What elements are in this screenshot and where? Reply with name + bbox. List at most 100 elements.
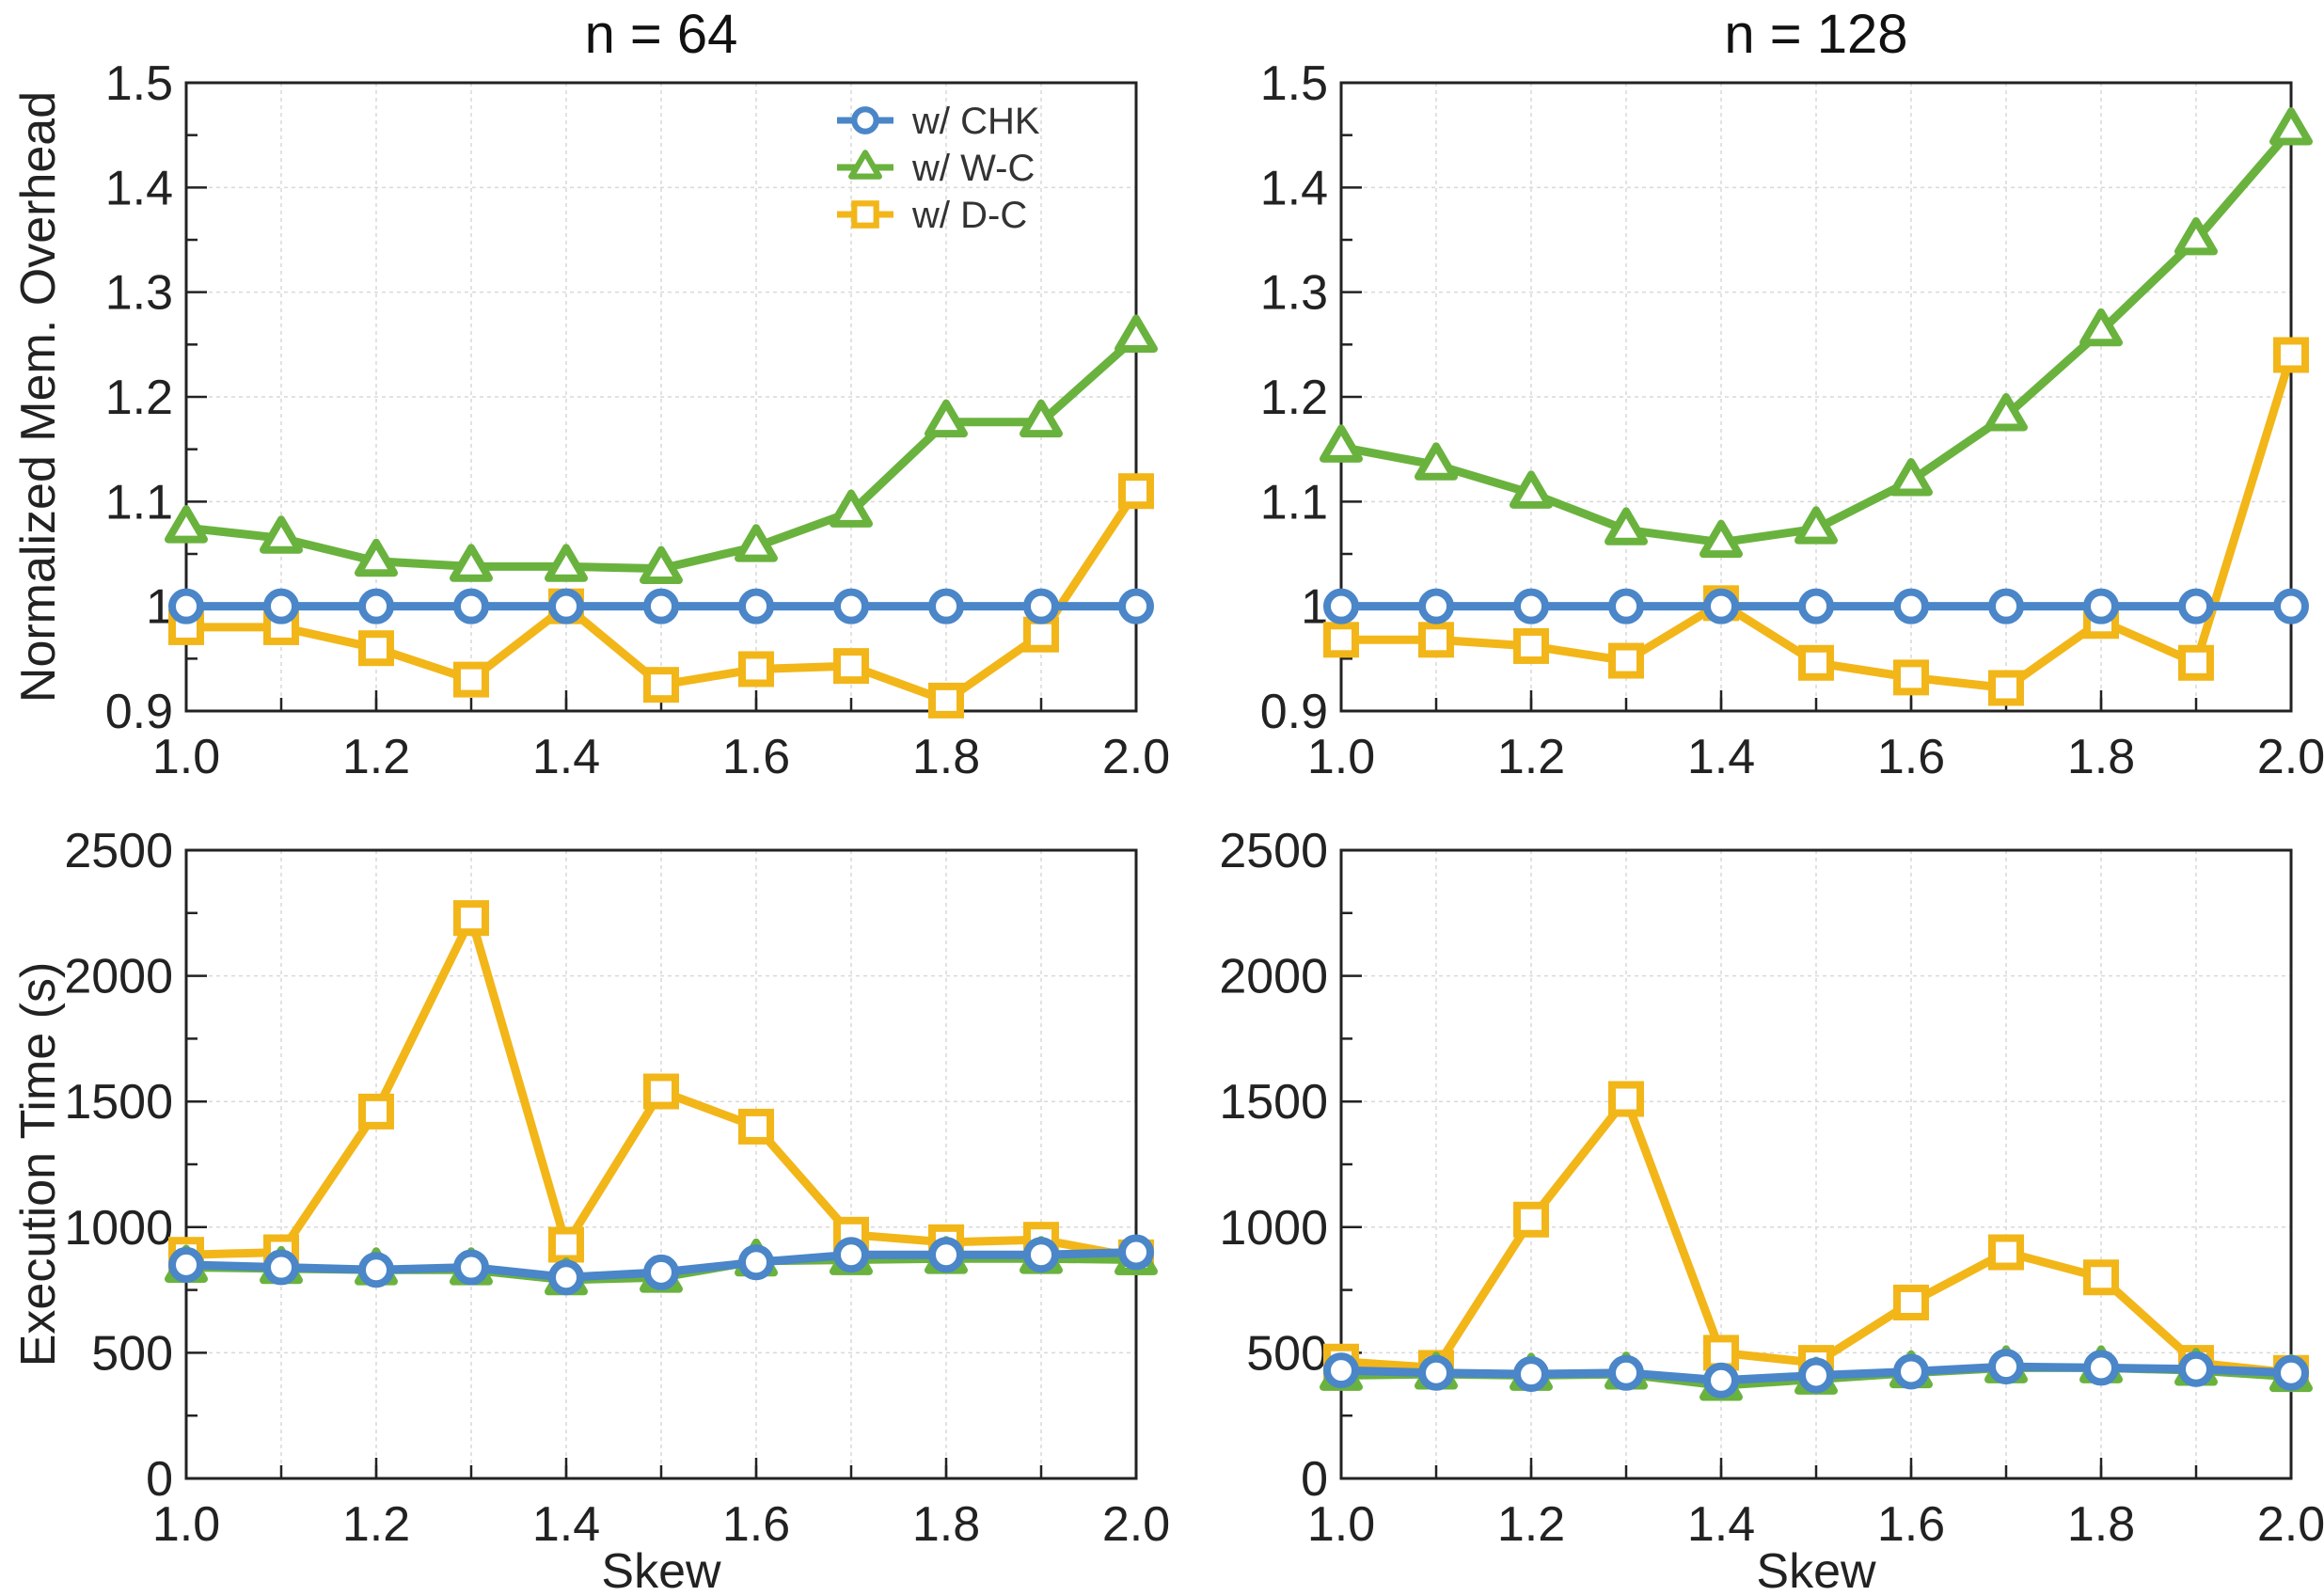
x-tick-label: 1.0: [1307, 730, 1375, 784]
point-marker: [453, 661, 489, 698]
y-tick-label: 1.4: [1260, 161, 1328, 215]
point-marker: [1023, 616, 1059, 653]
point-marker: [1798, 644, 1834, 681]
point-marker: [928, 682, 964, 719]
point-marker: [1513, 627, 1549, 664]
point-marker: [1118, 473, 1154, 510]
point-marker: [738, 651, 774, 687]
series-w-w-c: [1320, 107, 2313, 559]
point-marker: [1889, 458, 1933, 497]
point-marker: [263, 1249, 299, 1286]
series-w-chk: [168, 1234, 1154, 1296]
point-marker: [2178, 588, 2214, 624]
y-tick-label: 500: [91, 1326, 173, 1381]
point-marker: [2273, 588, 2309, 624]
point-marker: [548, 588, 584, 624]
y-axis-title: Normalized Mem. Overhead: [11, 91, 66, 703]
x-tick-label: 1.2: [1497, 730, 1565, 784]
point-marker: [1513, 1201, 1549, 1238]
x-tick-label: 1.0: [152, 730, 220, 784]
point-marker: [735, 524, 778, 562]
x-tick-label: 1.2: [342, 1497, 410, 1552]
point-marker: [2269, 107, 2313, 146]
point-marker: [263, 588, 299, 624]
x-tick-label: 2.0: [1102, 730, 1170, 784]
chart-mem-n64: 1.0 1.2 1.4 1.6 1.8 2.00.911.11.21.31.41.5n =…: [11, 4, 1170, 784]
y-tick-label: 0: [1301, 1452, 1328, 1507]
x-tick-label: 1.4: [532, 1497, 600, 1552]
x-axis-title: Skew: [601, 1544, 721, 1596]
point-marker: [1703, 588, 1739, 624]
point-marker: [738, 1108, 774, 1145]
point-marker: [168, 1246, 204, 1283]
x-tick-label: 2.0: [2257, 1497, 2324, 1552]
x-tick-label: 1.2: [342, 730, 410, 784]
point-marker: [2079, 308, 2123, 347]
point-marker: [643, 588, 679, 624]
chart-time-n64: 1.0 1.2 1.4 1.6 1.8 2.0 0 500 1000 1500 2000 2500 Sk…: [11, 824, 1170, 1596]
legend: w/ CHK w/ W-C w/ D-C: [837, 101, 1040, 236]
point-marker: [1608, 642, 1644, 679]
series-w-chk: [1323, 588, 2309, 624]
series-w-d-c: [1323, 337, 2309, 706]
x-axis-title: Skew: [1756, 1544, 1876, 1596]
point-marker: [1418, 1354, 1454, 1391]
plot-frame: [184, 848, 1138, 1480]
point-marker: [2273, 1354, 2309, 1391]
y-tick-label: 2000: [64, 950, 173, 1004]
point-marker: [1323, 1352, 1359, 1389]
y-tick-label: 500: [1246, 1326, 1328, 1381]
series-w-d-c: [168, 473, 1154, 719]
point-marker: [1703, 1362, 1739, 1398]
point-marker: [2178, 1351, 2214, 1387]
point-marker: [1988, 588, 2024, 624]
point-marker: [168, 588, 204, 624]
x-tick-label: 2.0: [2257, 730, 2324, 784]
chart-title: n = 64: [585, 4, 738, 65]
y-tick-label: 2000: [1219, 950, 1328, 1004]
point-marker: [1023, 588, 1059, 624]
point-marker: [2174, 217, 2218, 256]
y-tick-label: 0: [146, 1452, 173, 1507]
point-marker: [260, 515, 303, 554]
x-tick-label: 1.8: [912, 730, 980, 784]
x-tick-label: 1.4: [532, 730, 600, 784]
legend-label: w/ CHK: [911, 101, 1040, 142]
point-marker: [851, 106, 879, 134]
point-marker: [1984, 393, 2028, 432]
x-tick-label: 1.6: [722, 1497, 790, 1552]
point-marker: [1893, 1353, 1929, 1390]
point-marker: [833, 1237, 869, 1273]
point-marker: [453, 900, 489, 937]
point-marker: [1513, 1356, 1549, 1393]
point-marker: [1115, 314, 1158, 353]
series-w-w-c: [165, 314, 1158, 584]
point-marker: [1118, 1234, 1154, 1271]
point-marker: [358, 588, 394, 624]
point-marker: [1320, 424, 1363, 463]
point-marker: [545, 544, 588, 582]
y-tick-label: 0.9: [1260, 685, 1328, 739]
chart-title: n = 128: [1724, 4, 1907, 65]
y-tick-label: 1.2: [1260, 371, 1328, 425]
series-w-chk: [1323, 1349, 2309, 1398]
point-marker: [1893, 588, 1929, 624]
y-tick-label: 1.1: [105, 475, 173, 529]
x-tick-label: 1.0: [1307, 1497, 1375, 1552]
x-tick-label: 1.4: [1687, 1497, 1755, 1552]
point-marker: [355, 538, 398, 577]
chart-time-n128: 1.0 1.2 1.4 1.6 1.8 2.0 0 500 1000 1500 2000 2500 Sk…: [1219, 824, 2324, 1596]
x-tick-label: 1.6: [1877, 1497, 1945, 1552]
y-tick-label: 2500: [64, 824, 173, 878]
point-marker: [1700, 519, 1743, 559]
series-w-chk: [168, 588, 1154, 624]
point-marker: [358, 1093, 394, 1130]
point-marker: [1988, 670, 2024, 706]
point-marker: [453, 588, 489, 624]
point-marker: [358, 630, 394, 667]
x-tick-label: 1.8: [2067, 730, 2135, 784]
point-marker: [1418, 622, 1454, 658]
point-marker: [1794, 506, 1838, 545]
x-tick-label: 1.6: [722, 730, 790, 784]
